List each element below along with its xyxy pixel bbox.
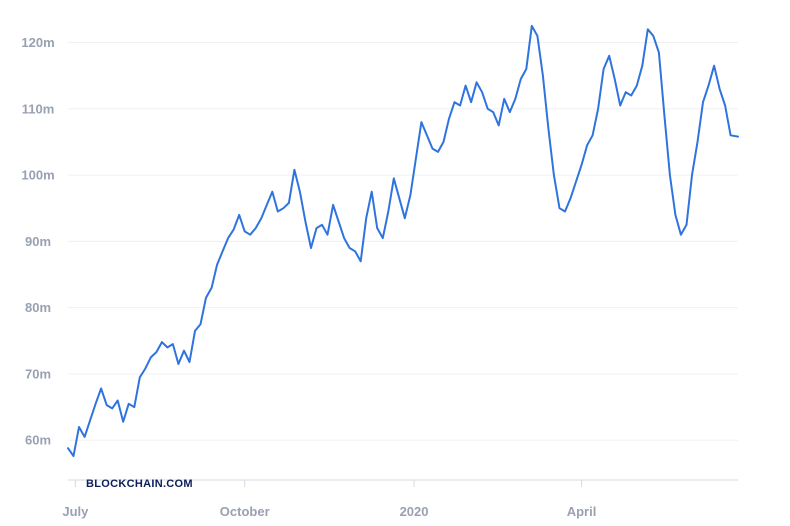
x-tick-label: July [62, 504, 89, 519]
x-tick-label: 2020 [400, 504, 429, 519]
y-tick-label: 90m [25, 234, 51, 249]
x-tick-label: April [567, 504, 597, 519]
gridlines [68, 42, 738, 441]
y-tick-label: 120m [21, 35, 54, 50]
x-tick-label: October [220, 504, 270, 519]
series-line [67, 24, 739, 458]
y-tick-label: 70m [25, 366, 51, 381]
y-tick-label: 100m [21, 168, 54, 183]
x-axis: July October 2020 April [62, 479, 738, 519]
y-axis: 60m 70m 80m 90m 100m 110m 120m [21, 35, 54, 448]
series-layer [67, 24, 739, 458]
y-tick-label: 110m [22, 101, 55, 116]
y-tick-label: 60m [25, 433, 51, 448]
y-tick-label: 80m [25, 300, 51, 315]
watermark: BLOCKCHAIN.COM [86, 478, 193, 490]
